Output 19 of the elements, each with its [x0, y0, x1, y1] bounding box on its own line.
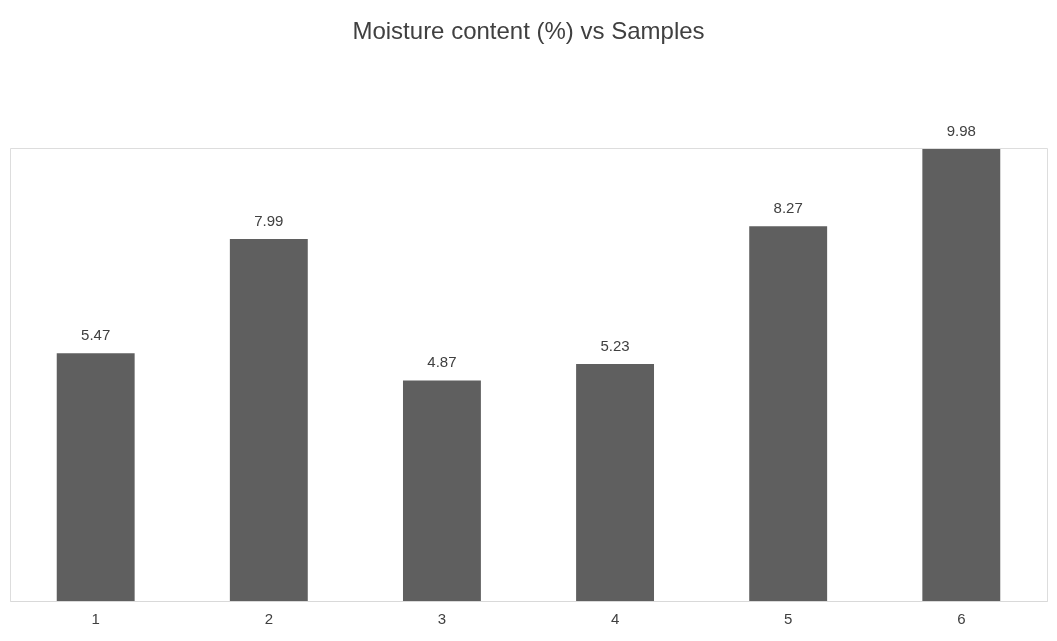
data-label: 7.99 — [254, 212, 284, 230]
x-tick-label: 5 — [784, 609, 793, 627]
data-label: 9.98 — [946, 121, 976, 139]
data-label: 5.23 — [600, 337, 630, 355]
data-label: 4.87 — [427, 353, 457, 371]
bar — [402, 380, 481, 601]
bar — [576, 364, 655, 601]
x-tick-label: 2 — [264, 609, 273, 627]
data-label: 5.47 — [81, 326, 111, 344]
x-tick-label: 1 — [91, 609, 100, 627]
bar — [749, 226, 828, 601]
x-tick-label: 3 — [437, 609, 447, 627]
data-label: 8.27 — [773, 199, 803, 217]
x-tick-label: 6 — [957, 609, 966, 627]
bar — [229, 239, 308, 601]
chart-title: Moisture content (%) vs Samples — [352, 16, 705, 44]
bar — [922, 148, 1001, 601]
x-tick-label: 4 — [610, 609, 620, 627]
bar — [56, 353, 135, 601]
